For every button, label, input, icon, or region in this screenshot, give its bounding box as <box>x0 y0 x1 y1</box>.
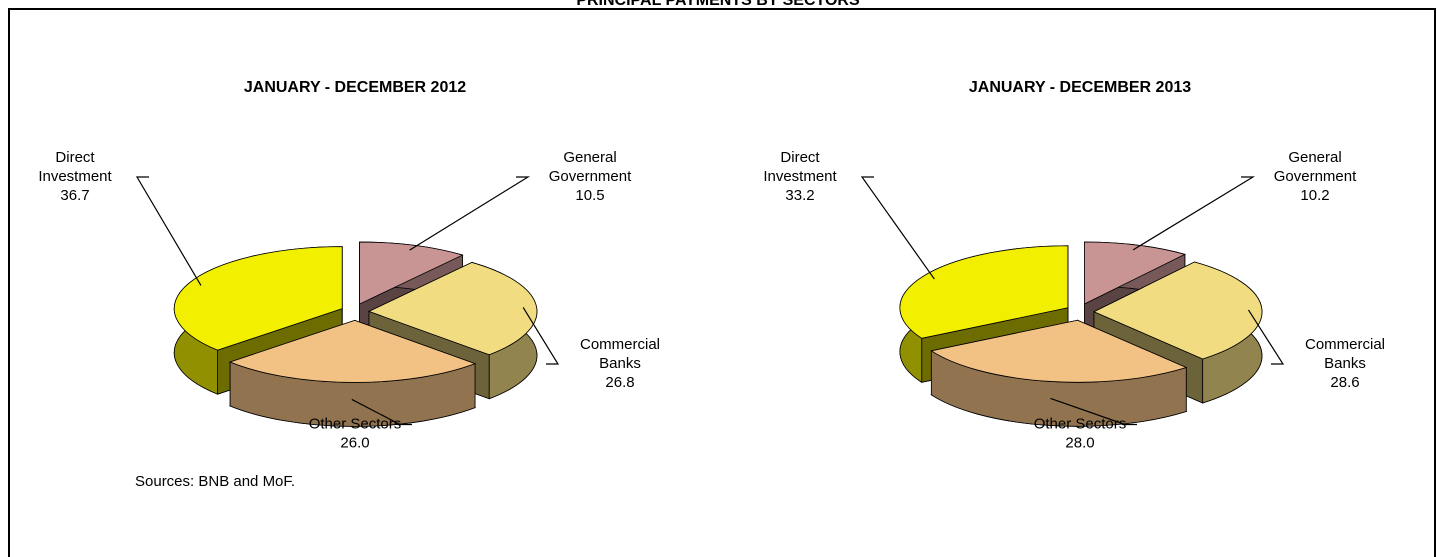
value-label: 28.0 <box>1065 434 1094 451</box>
slice-label: Commercial Banks <box>580 336 660 372</box>
slice-label: Other Sectors <box>1034 415 1127 432</box>
label-line: Investment <box>763 168 837 185</box>
value-label: 28.6 <box>1330 374 1359 391</box>
label-line: Other Sectors <box>1034 415 1127 432</box>
slice-label: Direct Investment <box>763 149 837 185</box>
slice-label: General Government <box>1274 149 1357 185</box>
label-line: Direct <box>55 149 95 166</box>
slice-label: General Government <box>549 149 632 185</box>
label-line: Banks <box>1324 355 1366 372</box>
value-label: 26.8 <box>605 374 634 391</box>
frame <box>8 8 1436 557</box>
slice-top <box>1084 241 1186 305</box>
label-line: Government <box>1274 168 1357 185</box>
slice-top <box>359 241 464 305</box>
page-title: PRINCIPAL PAYMENTS BY SECTORS <box>576 0 860 9</box>
slice-top <box>930 319 1188 383</box>
value-label: 10.5 <box>575 187 604 204</box>
value-label: 36.7 <box>60 187 89 204</box>
label-line: General <box>563 149 616 166</box>
leader-line <box>1050 397 1137 426</box>
pie-slice <box>228 319 477 427</box>
label-line: General <box>1288 149 1341 166</box>
leader-line <box>522 307 560 365</box>
chart-title: JANUARY - DECEMBER 2013 <box>969 79 1191 96</box>
label-line: Government <box>549 168 632 185</box>
label-line: Investment <box>38 168 112 185</box>
slice-top <box>228 319 477 383</box>
label-line: Commercial <box>1305 336 1385 353</box>
slice-label: Direct Investment <box>38 149 112 185</box>
slice-label: Other Sectors <box>309 415 402 432</box>
slice-top <box>173 246 343 351</box>
value-label: 26.0 <box>340 434 369 451</box>
slice-top <box>367 262 538 356</box>
leader-line <box>351 398 412 426</box>
source-note: Sources: BNB and MoF. <box>135 473 295 490</box>
label-line: Commercial <box>580 336 660 353</box>
leader-line <box>135 176 202 286</box>
pie-slice <box>930 319 1188 427</box>
label-line: Other Sectors <box>309 415 402 432</box>
label-line: Direct <box>780 149 820 166</box>
slice-top <box>1093 261 1263 360</box>
leader-line <box>1247 309 1285 365</box>
slice-label: Commercial Banks <box>1305 336 1385 372</box>
leader-line <box>409 176 531 251</box>
leader-line <box>1132 176 1256 251</box>
value-label: 33.2 <box>785 187 814 204</box>
slice-top <box>899 245 1069 339</box>
value-label: 10.2 <box>1300 187 1329 204</box>
leader-line <box>860 176 935 280</box>
label-line: Banks <box>599 355 641 372</box>
chart-title: JANUARY - DECEMBER 2012 <box>244 79 466 96</box>
